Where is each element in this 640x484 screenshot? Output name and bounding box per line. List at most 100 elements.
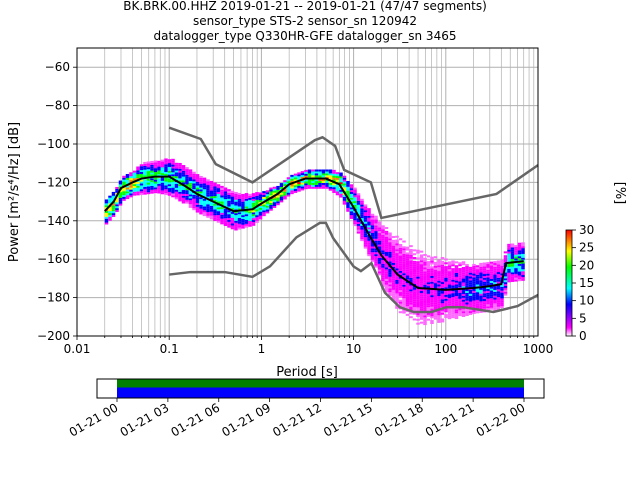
pdf-cell xyxy=(381,257,385,260)
pdf-cell xyxy=(486,290,490,293)
pdf-cell xyxy=(398,268,403,271)
pdf-cell xyxy=(132,178,137,181)
pdf-cell xyxy=(356,202,361,205)
pdf-cell xyxy=(423,257,427,260)
pdf-cell xyxy=(391,253,396,256)
pdf-cell xyxy=(234,228,238,231)
timeline-bar-bottom xyxy=(117,387,524,398)
pdf-cell xyxy=(409,287,413,290)
pdf-cell xyxy=(419,254,424,257)
pdf-cell xyxy=(220,206,224,209)
pdf-cell xyxy=(405,252,410,255)
pdf-cell xyxy=(248,197,252,200)
pdf-cell xyxy=(346,204,350,207)
nlnm-curve xyxy=(169,221,539,314)
pdf-cell xyxy=(377,232,382,235)
pdf-cell xyxy=(356,231,361,234)
pdf-cell xyxy=(391,249,396,252)
pdf-cell xyxy=(269,193,273,196)
pdf-cell xyxy=(220,193,224,196)
pdf-cell xyxy=(192,202,196,205)
pdf-cell xyxy=(381,279,385,282)
pdf-cell xyxy=(192,204,196,207)
pdf-cell xyxy=(381,225,385,228)
pdf-cell xyxy=(181,182,186,185)
pdf-cell xyxy=(202,177,207,180)
pdf-cell xyxy=(167,163,172,166)
pdf-cell xyxy=(377,256,382,259)
pdf-cell xyxy=(444,281,448,284)
pdf-cell xyxy=(423,253,427,256)
pdf-cell xyxy=(489,294,494,297)
pdf-cell xyxy=(384,246,389,249)
pdf-cell xyxy=(349,216,354,219)
pdf-cell xyxy=(227,210,231,213)
pdf-cell xyxy=(426,274,431,277)
pdf-cell xyxy=(500,290,504,293)
pdf-cell xyxy=(475,303,480,306)
pdf-cell xyxy=(454,286,459,289)
pdf-cell xyxy=(430,302,434,305)
pdf-cell xyxy=(521,255,525,258)
pdf-cell xyxy=(262,212,266,215)
pdf-cell xyxy=(160,186,165,189)
pdf-cell xyxy=(391,291,396,294)
pdf-cell xyxy=(465,271,469,274)
pdf-cell xyxy=(510,264,515,267)
pdf-cell xyxy=(321,171,326,174)
pdf-cell xyxy=(381,244,385,247)
pdf-cell xyxy=(164,164,168,167)
pdf-cell xyxy=(465,296,469,299)
pdf-cell xyxy=(167,178,172,181)
pdf-cell xyxy=(143,179,147,182)
pdf-cell xyxy=(454,301,459,304)
pdf-cell xyxy=(514,275,518,278)
pdf-cell xyxy=(381,261,385,264)
pdf-cell xyxy=(353,222,357,225)
pdf-cell xyxy=(258,196,263,199)
pdf-cell xyxy=(514,277,518,280)
pdf-cell xyxy=(412,287,417,290)
pdf-cell xyxy=(195,174,200,177)
pdf-cell xyxy=(374,227,378,230)
pdf-cell xyxy=(269,200,273,203)
pdf-cell xyxy=(510,276,515,279)
pdf-cell xyxy=(185,199,189,202)
pdf-cell xyxy=(426,261,431,264)
pdf-cell xyxy=(213,194,217,197)
pdf-cell xyxy=(398,286,403,289)
pdf-cell xyxy=(507,255,511,258)
pdf-cell xyxy=(318,173,322,176)
pdf-cell xyxy=(349,207,354,210)
pdf-cell xyxy=(447,276,452,279)
pdf-cell xyxy=(430,270,434,273)
pdf-cell xyxy=(157,170,161,173)
pdf-cell xyxy=(146,178,151,181)
pdf-cell xyxy=(370,234,375,237)
pdf-cell xyxy=(395,268,399,271)
pdf-cell xyxy=(118,195,123,198)
pdf-cell xyxy=(353,204,357,207)
pdf-cell xyxy=(496,295,501,298)
pdf-cell xyxy=(202,194,207,197)
pdf-cell xyxy=(381,263,385,266)
pdf-cell xyxy=(237,212,242,215)
pdf-cell xyxy=(136,174,140,177)
pdf-cell xyxy=(255,217,259,220)
pdf-cell xyxy=(167,186,172,189)
pdf-cell xyxy=(409,296,413,299)
pdf-cell xyxy=(223,223,228,226)
pdf-cell xyxy=(346,209,350,212)
pdf-cell xyxy=(496,262,501,265)
pdf-cell xyxy=(220,195,224,198)
pdf-cell xyxy=(454,276,459,279)
pdf-cell xyxy=(171,193,175,196)
pdf-cell xyxy=(367,208,371,211)
pdf-cell xyxy=(454,269,459,272)
pdf-cell xyxy=(150,182,154,185)
pdf-cell xyxy=(409,295,413,298)
pdf-cell xyxy=(111,207,116,210)
pdf-cell xyxy=(157,168,161,171)
pdf-cell xyxy=(454,303,459,306)
pdf-cell xyxy=(500,298,504,301)
